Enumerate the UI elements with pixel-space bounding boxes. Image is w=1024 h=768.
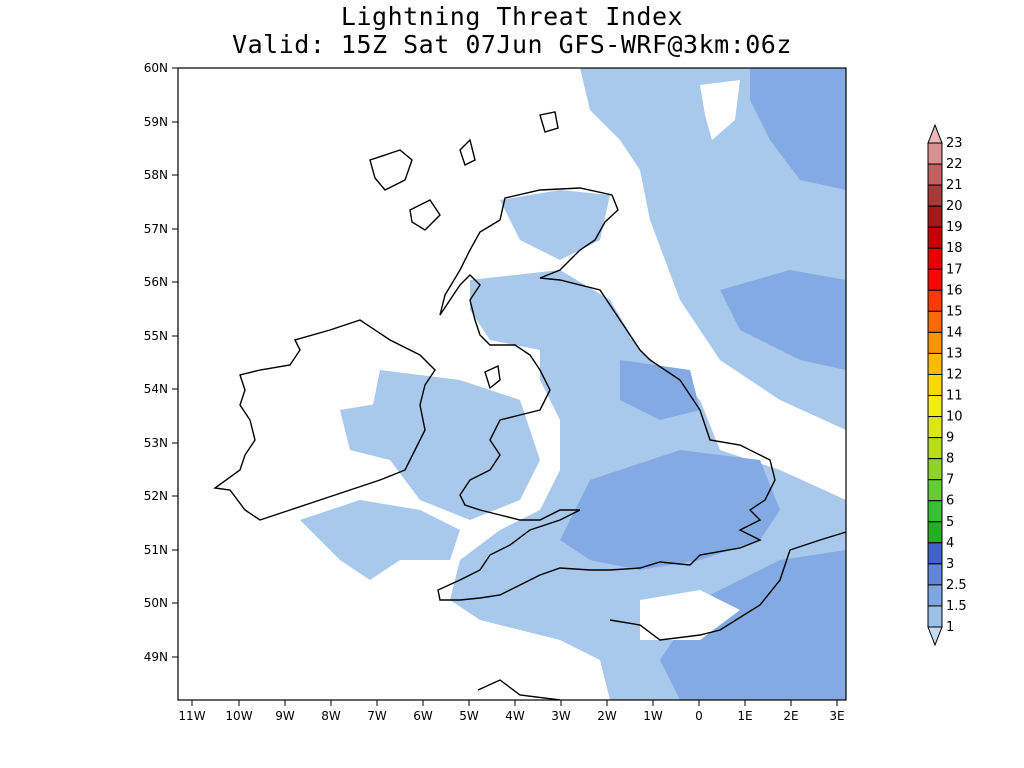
chart-subtitle: Valid: 15Z Sat 07Jun GFS-WRF@3km:06z	[232, 30, 792, 59]
threat-shading	[300, 68, 846, 700]
lat-label: 49N	[144, 650, 168, 664]
lat-label: 56N	[144, 275, 168, 289]
colorbar-box	[927, 437, 943, 460]
colorbar: 1 1.5 2.5 3 4 5 6 7 8 9 10 11 12 13 14 15 16 17 18 19 20 21 22…	[927, 123, 967, 647]
colorbar-label: 4	[946, 536, 954, 551]
lon-label: 6W	[413, 709, 433, 723]
colorbar-label: 6	[946, 494, 954, 509]
colorbar-label: 17	[946, 262, 963, 277]
colorbar-label: 15	[946, 304, 963, 319]
lat-label: 51N	[144, 543, 168, 557]
colorbar-box	[927, 458, 943, 481]
colorbar-label: 11	[946, 389, 963, 404]
lon-label: 2E	[783, 709, 798, 723]
chart-title: Lightning Threat Index	[340, 2, 684, 31]
colorbar-box	[927, 542, 943, 565]
colorbar-label: 10	[946, 410, 963, 425]
colorbar-box	[927, 184, 943, 207]
colorbar-box	[927, 163, 943, 186]
colorbar-label: 2.5	[946, 578, 967, 593]
colorbar-label: 9	[946, 431, 954, 446]
colorbar-label: 20	[946, 199, 963, 214]
lon-label: 2W	[597, 709, 617, 723]
colorbar-box	[927, 268, 943, 291]
colorbar-label: 18	[946, 241, 963, 256]
colorbar-label: 3	[946, 557, 954, 572]
lon-label: 4W	[505, 709, 525, 723]
lat-label: 59N	[144, 115, 168, 129]
colorbar-box	[927, 584, 943, 607]
colorbar-label: 13	[946, 346, 963, 361]
colorbar-label: 7	[946, 473, 954, 488]
colorbar-label: 14	[946, 325, 963, 340]
lon-label: 5W	[459, 709, 479, 723]
lon-axis: 11W 10W 9W 8W 7W 6W 5W 4W 3W 2W 1W 0 1E …	[178, 700, 845, 723]
colorbar-box	[927, 563, 943, 586]
colorbar-label: 12	[946, 367, 963, 382]
lon-label: 9W	[275, 709, 295, 723]
colorbar-box	[927, 395, 943, 418]
colorbar-label: 5	[946, 515, 954, 530]
lat-label: 57N	[144, 222, 168, 236]
lat-axis: 60N 59N 58N 57N 56N 55N 54N 53N 52N 51N …	[144, 61, 178, 664]
colorbar-box	[927, 289, 943, 312]
colorbar-box	[927, 373, 943, 397]
colorbar-box	[927, 205, 943, 228]
colorbar-label: 16	[946, 283, 963, 298]
colorbar-label: 8	[946, 452, 954, 467]
colorbar-label: 19	[946, 220, 963, 235]
lon-label: 7W	[367, 709, 387, 723]
colorbar-label: 1.5	[946, 599, 967, 614]
colorbar-box	[927, 416, 943, 439]
lat-label: 50N	[144, 596, 168, 610]
colorbar-top-arrow	[927, 123, 943, 144]
lat-label: 55N	[144, 329, 168, 343]
lat-label: 54N	[144, 382, 168, 396]
colorbar-box	[927, 500, 943, 523]
colorbar-box	[927, 142, 943, 165]
lon-label: 3E	[829, 709, 844, 723]
colorbar-bottom-arrow	[927, 626, 943, 647]
lon-label: 8W	[321, 709, 341, 723]
colorbar-box	[927, 247, 943, 270]
colorbar-box	[927, 479, 943, 502]
colorbar-box	[927, 226, 943, 249]
lat-label: 60N	[144, 61, 168, 75]
colorbar-box	[927, 331, 943, 354]
colorbar-box	[927, 352, 943, 375]
colorbar-label: 22	[946, 157, 963, 172]
lat-label: 58N	[144, 168, 168, 182]
lon-label: 0	[695, 709, 703, 723]
colorbar-box	[927, 310, 943, 333]
colorbar-label: 23	[946, 136, 963, 151]
coastlines	[213, 111, 846, 700]
lat-label: 52N	[144, 489, 168, 503]
lon-label: 1W	[643, 709, 663, 723]
lat-label: 53N	[144, 436, 168, 450]
colorbar-box	[927, 605, 943, 628]
colorbar-box	[927, 521, 943, 544]
lon-label: 3W	[551, 709, 571, 723]
lon-label: 1E	[737, 709, 752, 723]
colorbar-label: 1	[946, 620, 954, 635]
colorbar-label: 21	[946, 178, 963, 193]
lon-label: 11W	[178, 709, 205, 723]
lon-label: 10W	[225, 709, 252, 723]
plot-frame	[177, 67, 847, 701]
